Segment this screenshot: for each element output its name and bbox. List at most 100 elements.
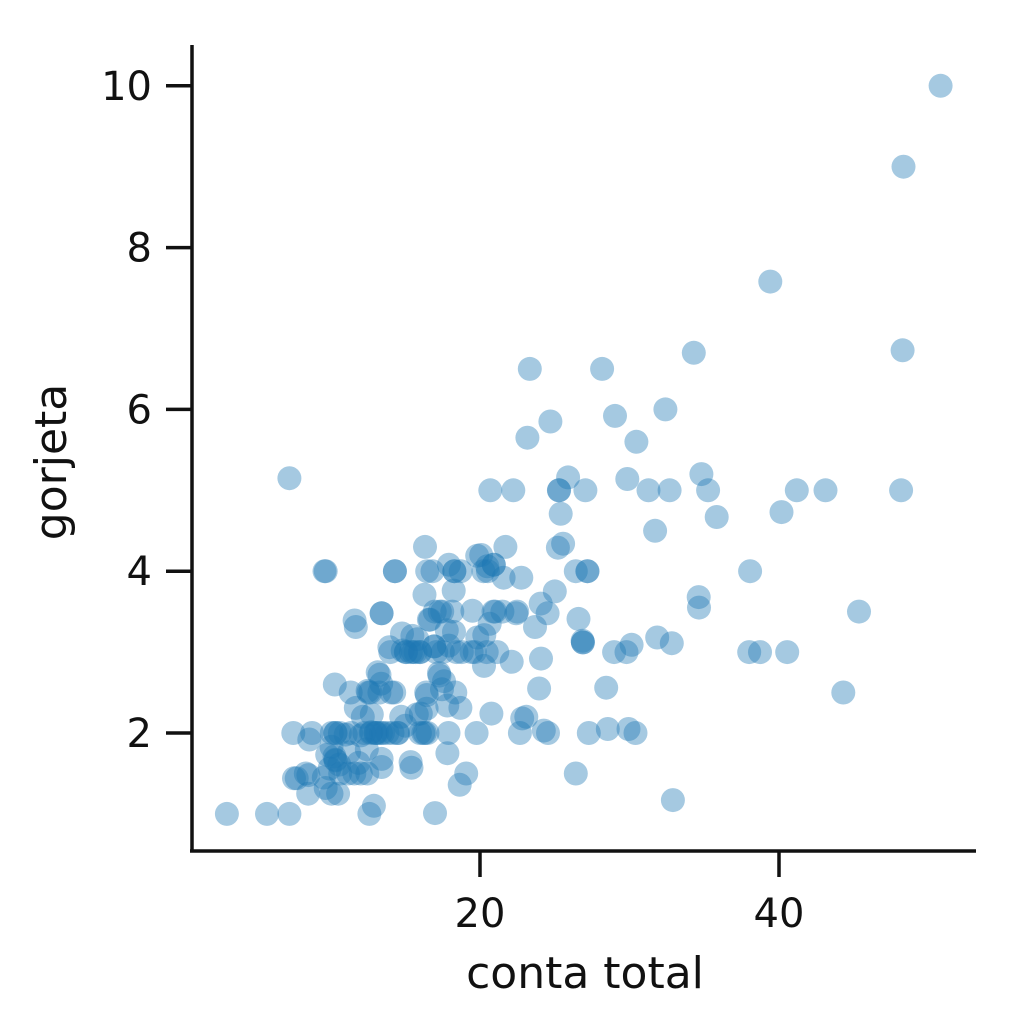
data-point bbox=[380, 721, 405, 745]
data-point bbox=[342, 761, 367, 786]
data-point bbox=[704, 505, 729, 529]
data-point bbox=[338, 680, 363, 705]
data-point bbox=[499, 649, 524, 674]
data-point bbox=[401, 640, 426, 665]
data-point bbox=[509, 565, 534, 590]
data-point bbox=[616, 717, 641, 741]
data-point bbox=[748, 640, 772, 665]
data-point bbox=[422, 634, 447, 659]
data-point bbox=[323, 748, 348, 773]
data-point bbox=[504, 601, 529, 626]
data-point bbox=[440, 599, 465, 624]
data-point bbox=[538, 409, 563, 434]
data-point bbox=[444, 640, 469, 665]
data-point bbox=[448, 695, 473, 720]
data-point bbox=[594, 675, 619, 700]
data-point bbox=[483, 599, 508, 624]
data-point bbox=[375, 721, 400, 745]
data-point bbox=[546, 478, 571, 503]
data-point bbox=[475, 554, 500, 579]
data-point bbox=[385, 721, 410, 745]
data-point bbox=[319, 734, 344, 759]
data-point bbox=[424, 640, 449, 665]
data-point bbox=[355, 761, 380, 786]
data-point bbox=[404, 702, 429, 727]
data-point bbox=[296, 781, 321, 806]
data-point bbox=[603, 403, 627, 428]
data-point bbox=[398, 750, 423, 775]
data-point bbox=[563, 761, 588, 786]
data-point bbox=[427, 663, 452, 688]
x-axis: 20 40 bbox=[190, 849, 976, 937]
data-point bbox=[346, 750, 371, 775]
data-point bbox=[411, 721, 436, 745]
data-point bbox=[367, 662, 392, 687]
data-point bbox=[465, 625, 490, 650]
data-point bbox=[282, 766, 306, 791]
data-point bbox=[405, 627, 430, 652]
data-point bbox=[890, 338, 915, 363]
data-point bbox=[531, 718, 556, 743]
data-point bbox=[423, 801, 447, 826]
data-point bbox=[354, 737, 379, 762]
data-point bbox=[430, 677, 454, 702]
data-point bbox=[413, 534, 437, 559]
x-ticks: 20 40 bbox=[455, 851, 805, 937]
data-point bbox=[469, 543, 494, 567]
data-point bbox=[449, 640, 474, 665]
data-point bbox=[348, 723, 373, 748]
data-point bbox=[448, 559, 473, 584]
data-point bbox=[481, 552, 506, 577]
data-point bbox=[436, 633, 461, 658]
data-point bbox=[371, 721, 395, 745]
data-point bbox=[687, 595, 711, 620]
data-point bbox=[696, 478, 721, 503]
data-point bbox=[358, 680, 383, 705]
data-point bbox=[393, 713, 418, 738]
data-point bbox=[339, 721, 364, 745]
data-point bbox=[481, 552, 506, 577]
data-point bbox=[442, 559, 467, 584]
data-point bbox=[813, 478, 838, 503]
data-point bbox=[472, 653, 496, 678]
x-tick-label: 40 bbox=[754, 891, 805, 937]
data-point bbox=[407, 640, 432, 665]
data-point bbox=[378, 640, 403, 665]
data-point bbox=[490, 599, 515, 624]
data-point bbox=[284, 766, 309, 791]
data-point bbox=[464, 721, 489, 745]
data-point bbox=[595, 717, 620, 741]
data-point bbox=[369, 601, 394, 626]
data-point bbox=[548, 501, 573, 526]
data-point bbox=[660, 788, 685, 813]
data-point bbox=[315, 742, 340, 767]
data-point bbox=[322, 672, 347, 697]
data-point bbox=[474, 640, 499, 665]
data-point bbox=[403, 640, 428, 665]
data-point bbox=[465, 543, 490, 568]
data-point bbox=[624, 429, 649, 454]
data-point bbox=[317, 756, 342, 781]
data-point bbox=[847, 599, 871, 624]
data-point bbox=[214, 801, 239, 826]
data-point bbox=[414, 696, 439, 721]
data-point bbox=[412, 721, 437, 745]
data-point bbox=[575, 559, 600, 584]
data-point bbox=[535, 601, 560, 626]
data-point bbox=[570, 630, 595, 655]
data-point bbox=[623, 721, 648, 745]
data-point bbox=[602, 640, 627, 665]
data-point bbox=[430, 640, 455, 665]
y-tick-label: 2 bbox=[127, 711, 152, 757]
data-point bbox=[356, 680, 381, 705]
data-point bbox=[281, 721, 306, 745]
data-point bbox=[311, 765, 336, 790]
data-point bbox=[460, 598, 485, 623]
data-point bbox=[355, 678, 380, 703]
data-point bbox=[462, 640, 487, 665]
data-point bbox=[485, 640, 510, 665]
data-point bbox=[570, 628, 595, 653]
data-point bbox=[447, 772, 472, 797]
data-point bbox=[478, 478, 503, 503]
